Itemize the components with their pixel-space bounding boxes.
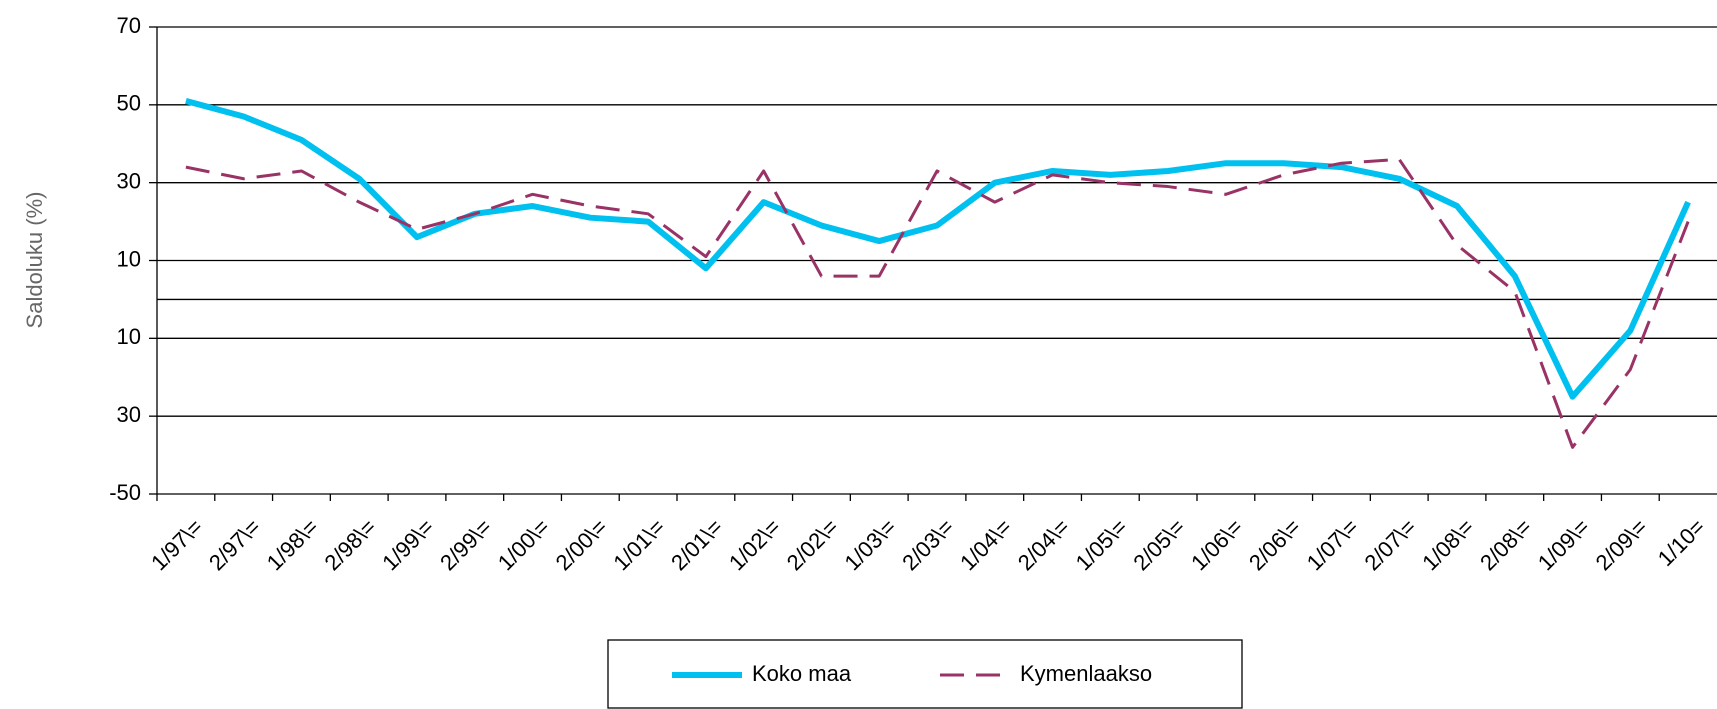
- x-tick-label: 1/97\=: [146, 514, 207, 575]
- x-tick-label: 2/01\=: [666, 514, 727, 575]
- line-series: [185, 98, 1691, 400]
- x-tick-label: 1/03\=: [840, 514, 901, 575]
- x-tick-label: 1/10=: [1653, 514, 1710, 571]
- x-tick-label: 2/07\=: [1360, 514, 1421, 575]
- x-tick-label: 1/07\=: [1302, 514, 1363, 575]
- legend-label: Koko maa: [752, 661, 852, 686]
- x-tick-label: 2/97\=: [204, 514, 265, 575]
- x-tick-label: 1/00\=: [493, 514, 554, 575]
- y-tick-label: 10: [117, 246, 141, 271]
- x-tick-label: 1/04\=: [955, 514, 1016, 575]
- x-tick-label: 1/99\=: [377, 514, 438, 575]
- x-tick-label: 1/05\=: [1071, 514, 1132, 575]
- y-axis-label: Saldoluku (%): [22, 192, 47, 329]
- x-tick-label: 2/02\=: [782, 514, 843, 575]
- x-tick-label: 2/09\=: [1591, 514, 1652, 575]
- line-series: [185, 157, 1690, 449]
- x-tick-label: 2/08\=: [1475, 514, 1536, 575]
- x-tick-label: 2/98\=: [320, 514, 381, 575]
- legend-box: [607, 639, 1243, 709]
- x-tick-label: 2/03\=: [897, 514, 958, 575]
- legend-label: Kymenlaakso: [1020, 661, 1152, 686]
- x-tick-label: 1/02\=: [724, 514, 785, 575]
- x-tick-label: 2/04\=: [1013, 514, 1074, 575]
- x-tick-label: 1/01\=: [608, 514, 669, 575]
- y-tick-label: 10: [117, 324, 141, 349]
- x-tick-label: 2/99\=: [435, 514, 496, 575]
- y-tick-label: 30: [117, 402, 141, 427]
- y-tick-label: 50: [117, 91, 141, 116]
- x-tick-label: 2/00\=: [551, 514, 612, 575]
- y-tick-label: 30: [117, 168, 141, 193]
- x-tick-label: 2/05\=: [1128, 514, 1189, 575]
- y-tick-label: -50: [109, 480, 141, 505]
- y-tick-label: 70: [117, 13, 141, 38]
- x-tick-label: 2/06\=: [1244, 514, 1305, 575]
- x-tick-label: 1/06\=: [1186, 514, 1247, 575]
- x-tick-label: 1/09\=: [1533, 514, 1594, 575]
- x-tick-label: 1/98\=: [262, 514, 323, 575]
- x-tick-label: 1/08\=: [1417, 514, 1478, 575]
